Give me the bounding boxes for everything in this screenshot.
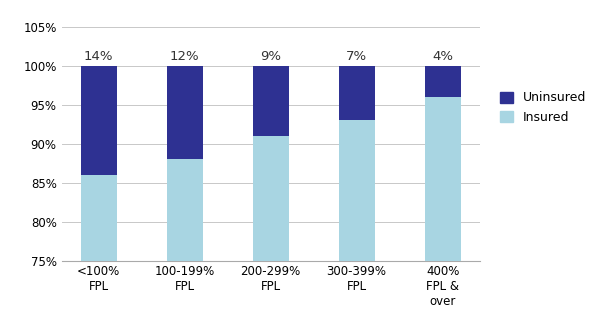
Bar [167,66,203,159]
Text: 9%: 9% [260,49,281,62]
Bar [253,66,288,136]
Bar [253,136,288,261]
Text: 4%: 4% [432,49,453,62]
Bar [167,159,203,261]
Legend: Uninsured, Insured: Uninsured, Insured [501,92,586,124]
Bar [424,97,461,261]
Bar [424,66,461,97]
Bar [338,66,375,120]
Text: 14%: 14% [84,49,113,62]
Bar [81,66,117,175]
Text: 7%: 7% [346,49,367,62]
Text: 12%: 12% [170,49,199,62]
Bar [81,175,117,261]
Bar [338,120,375,261]
